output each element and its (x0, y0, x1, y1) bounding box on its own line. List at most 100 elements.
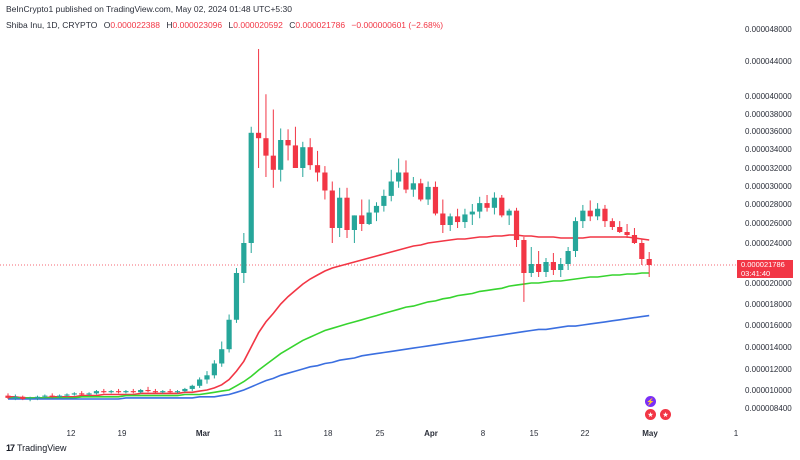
candle[interactable] (292, 126, 299, 168)
candle[interactable] (447, 213, 453, 232)
candle[interactable] (396, 158, 402, 188)
candle[interactable] (145, 386, 151, 393)
candle[interactable] (263, 94, 269, 177)
candle[interactable] (418, 178, 424, 202)
candle[interactable] (307, 138, 313, 170)
tradingview-logo[interactable]: 17 TradingView (6, 443, 67, 453)
candle[interactable] (403, 160, 409, 194)
candle[interactable] (454, 208, 461, 228)
candle[interactable] (270, 109, 276, 188)
candle[interactable] (160, 390, 166, 394)
candle[interactable] (513, 207, 520, 247)
candle[interactable] (425, 181, 431, 205)
candle[interactable] (351, 215, 357, 243)
candle[interactable] (499, 195, 505, 218)
candle[interactable] (93, 390, 100, 395)
candle[interactable] (477, 196, 483, 219)
candle[interactable] (432, 181, 439, 216)
candle[interactable] (410, 177, 416, 197)
candle[interactable] (138, 388, 144, 394)
candle[interactable] (130, 388, 136, 394)
candle[interactable] (609, 218, 615, 230)
candle[interactable] (115, 388, 122, 394)
candle[interactable] (580, 204, 586, 228)
candle[interactable] (79, 391, 85, 396)
candle[interactable] (322, 166, 328, 200)
candle[interactable] (617, 221, 623, 233)
candle[interactable] (469, 204, 475, 225)
candle[interactable] (337, 187, 343, 237)
candle[interactable] (536, 251, 542, 277)
candle[interactable] (167, 388, 173, 394)
candle[interactable] (233, 268, 240, 323)
candle[interactable] (226, 314, 232, 353)
candle-body (300, 147, 306, 168)
candle[interactable] (182, 387, 188, 393)
candle[interactable] (359, 199, 365, 232)
candle[interactable] (5, 393, 11, 399)
candle[interactable] (521, 237, 527, 302)
candle[interactable] (624, 224, 630, 238)
candle[interactable] (440, 199, 446, 234)
candle[interactable] (27, 396, 33, 402)
candle[interactable] (631, 228, 638, 244)
candle[interactable] (278, 128, 284, 182)
candle-body (20, 396, 26, 399)
candle[interactable] (42, 394, 48, 400)
candle[interactable] (211, 360, 217, 379)
candle[interactable] (558, 258, 564, 277)
candle[interactable] (64, 393, 70, 397)
candle[interactable] (329, 181, 335, 244)
candle-body (79, 393, 85, 395)
candle[interactable] (241, 233, 247, 283)
candle[interactable] (314, 150, 321, 182)
candle[interactable] (219, 341, 225, 367)
candle[interactable] (49, 393, 55, 398)
us-flag-event-icon-2[interactable]: ★ (660, 409, 671, 420)
candle[interactable] (71, 392, 77, 396)
candle[interactable] (197, 377, 203, 388)
candle[interactable] (204, 371, 210, 384)
candle[interactable] (373, 202, 380, 222)
candle[interactable] (108, 390, 114, 394)
candle[interactable] (300, 141, 306, 177)
candle[interactable] (189, 384, 195, 392)
candle[interactable] (388, 169, 394, 202)
candle[interactable] (572, 217, 579, 257)
candle[interactable] (255, 49, 262, 168)
candle[interactable] (646, 252, 652, 277)
candle[interactable] (20, 395, 26, 401)
candle[interactable] (34, 395, 41, 401)
candle-body (373, 205, 380, 213)
candle[interactable] (152, 388, 158, 394)
candle[interactable] (565, 247, 571, 270)
candle[interactable] (381, 189, 387, 212)
candle[interactable] (491, 192, 498, 215)
candle[interactable] (587, 200, 593, 222)
candle[interactable] (101, 388, 107, 394)
candle[interactable] (639, 239, 645, 265)
candle[interactable] (595, 203, 601, 221)
candle[interactable] (285, 129, 291, 161)
candle[interactable] (123, 390, 129, 394)
candle-body (513, 210, 520, 240)
lightning-event-icon[interactable]: ⚡ (645, 396, 656, 407)
candle[interactable] (462, 208, 468, 228)
candle[interactable] (86, 392, 92, 396)
candle[interactable] (56, 394, 63, 398)
candle[interactable] (344, 187, 350, 238)
candle[interactable] (174, 390, 181, 394)
us-flag-event-icon[interactable]: ★ (645, 409, 656, 420)
candle[interactable] (550, 253, 556, 275)
candle[interactable] (506, 208, 512, 225)
candle[interactable] (484, 195, 490, 212)
candle[interactable] (366, 199, 372, 226)
candle[interactable] (248, 126, 254, 253)
candle[interactable] (12, 394, 18, 401)
candles[interactable] (5, 49, 652, 402)
candle[interactable] (543, 258, 549, 277)
x-tick-label: 19 (118, 429, 127, 438)
candle[interactable] (528, 247, 534, 277)
candle[interactable] (602, 204, 608, 227)
